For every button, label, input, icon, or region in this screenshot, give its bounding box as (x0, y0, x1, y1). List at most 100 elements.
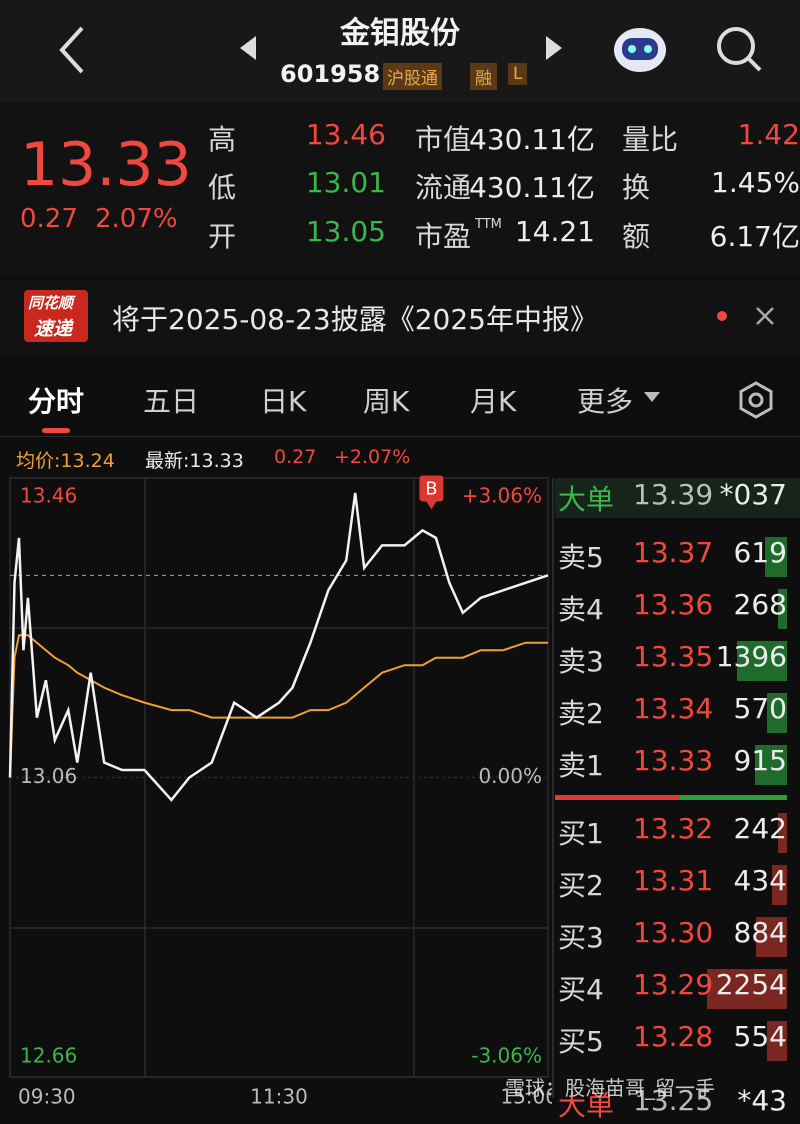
stat-label: 市盈 (415, 220, 472, 253)
tab[interactable]: 五日 (143, 385, 200, 418)
info-item: 最新:13.33 (145, 450, 244, 472)
stat-label: 高 (208, 123, 237, 156)
book-label: 卖1 (558, 749, 604, 782)
book-price: 13.32 (633, 812, 714, 845)
back-button[interactable] (59, 26, 84, 74)
intraday-chart: 12.66 13.06 13.46 -3.06% 0.00% +3.06% 09:30 11:… (8, 475, 552, 1109)
stat-label: 量比 (622, 123, 679, 156)
book-volume: 570 (733, 692, 787, 725)
stat-label: 额 (622, 220, 651, 253)
stat-value: 13.05 (305, 215, 386, 248)
y2-tick-label: 0.00% (478, 764, 542, 788)
assistant-icon[interactable] (614, 28, 666, 72)
prev-stock[interactable] (240, 36, 256, 60)
average-line (9, 634, 548, 778)
stat-value: 1.42 (737, 118, 800, 151)
stat-label: 开 (208, 220, 237, 253)
stat-value: 1.45% (711, 166, 800, 199)
stat-value: 430.11亿 (469, 123, 595, 156)
y-tick-label: 12.66 (20, 1044, 77, 1068)
price-change: 0.27 (20, 204, 78, 234)
book-price: 13.34 (633, 692, 714, 725)
book-price: 13.28 (633, 1020, 714, 1053)
header-icons (59, 26, 762, 74)
book-label: 卖5 (558, 541, 604, 574)
volume-bar (737, 641, 787, 681)
tag: 融 (470, 63, 497, 90)
search-icon[interactable] (717, 27, 762, 72)
book-volume: 434 (733, 864, 787, 897)
volume-bar (755, 917, 787, 957)
tab[interactable]: 日K (260, 385, 307, 418)
volume-bar (766, 693, 787, 733)
y2-tick-label: +3.06% (462, 484, 542, 508)
badge-text: 速递 (34, 318, 73, 340)
info-item: 0.27 (274, 446, 317, 468)
book-price: 13.30 (633, 916, 714, 949)
stat-label: 低 (208, 171, 237, 204)
news-controls (717, 307, 774, 325)
volume-bar (707, 969, 787, 1009)
tab[interactable]: 月K (470, 385, 517, 418)
book-price: 13.37 (633, 536, 714, 569)
watermark: 雪球：股海苗哥_留一手 (505, 1076, 715, 1100)
close-button[interactable] (756, 307, 774, 325)
big-order-bg (555, 478, 800, 518)
header: 金钼股份 601958 沪股通 融 L (0, 0, 800, 102)
next-stock[interactable] (546, 36, 562, 60)
divider (0, 436, 800, 437)
book-volume: 884 (733, 916, 787, 949)
badge-text: 同花顺 (28, 294, 74, 312)
quote-panel: 13.33 0.27 2.07% 高 13.46 市值 430.11亿 量比 1.42 低 1… (0, 102, 800, 274)
book-volume: 915 (733, 744, 787, 777)
news-bar[interactable]: 同花顺 速递 将于2025-08-23披露《2025年中报》 (0, 280, 800, 356)
book-price: 13.35 (633, 640, 714, 673)
book-volume: 554 (733, 1020, 787, 1053)
news-badge: 同花顺 速递 (24, 290, 88, 342)
volume-bar (767, 1021, 787, 1061)
book-label: 卖2 (558, 697, 604, 730)
x-tick-label: 15:00 (500, 1085, 552, 1109)
book-label: 买4 (558, 973, 604, 1006)
stat-label: 换 (622, 171, 651, 204)
big-order-price: 13.39 (633, 478, 714, 511)
unread-dot (717, 311, 727, 321)
tab-underline (42, 428, 70, 433)
book-label: 买3 (558, 921, 604, 954)
y-tick-label: 13.46 (20, 484, 77, 508)
book-mid-bar-green (680, 795, 787, 800)
book-label: 卖3 (558, 645, 604, 678)
stock-name: 金钼股份 (340, 16, 460, 51)
info-item: 均价:13.24 (16, 450, 115, 472)
stat-value: 13.46 (305, 118, 386, 151)
book-price: 13.31 (633, 864, 714, 897)
stat-value: 430.11亿 (469, 171, 595, 204)
big-order-price: 13.25 (633, 1084, 714, 1117)
settings-icon[interactable] (736, 380, 776, 420)
stat-label: 流通 (415, 171, 472, 204)
stock-code: 601958 (280, 60, 381, 88)
news-text: 将于2025-08-23披露《2025年中报》 (112, 303, 598, 336)
book-volume: 2254 (715, 968, 787, 1001)
y-tick-label: 13.06 (20, 764, 77, 788)
stat-value: 13.01 (305, 166, 386, 199)
last-price: 13.33 (20, 130, 192, 200)
book-label: 买2 (558, 869, 604, 902)
book-label: 买1 (558, 817, 604, 850)
book-label: 买5 (558, 1025, 604, 1058)
book-price: 13.36 (633, 588, 714, 621)
book-volume: 268 (733, 588, 787, 621)
book-volume: 619 (733, 536, 787, 569)
volume-bar (777, 589, 787, 629)
book-mid-bar-red (555, 795, 680, 800)
info-item: +2.07% (334, 446, 411, 468)
tab[interactable]: 更多 (577, 385, 634, 418)
book-price: 13.29 (633, 968, 714, 1001)
tab[interactable]: 分时 (28, 385, 85, 418)
tag: L (508, 63, 528, 85)
big-order-volume: *037 (719, 478, 787, 511)
tab-caret (644, 392, 660, 402)
tab[interactable]: 周K (363, 385, 410, 418)
